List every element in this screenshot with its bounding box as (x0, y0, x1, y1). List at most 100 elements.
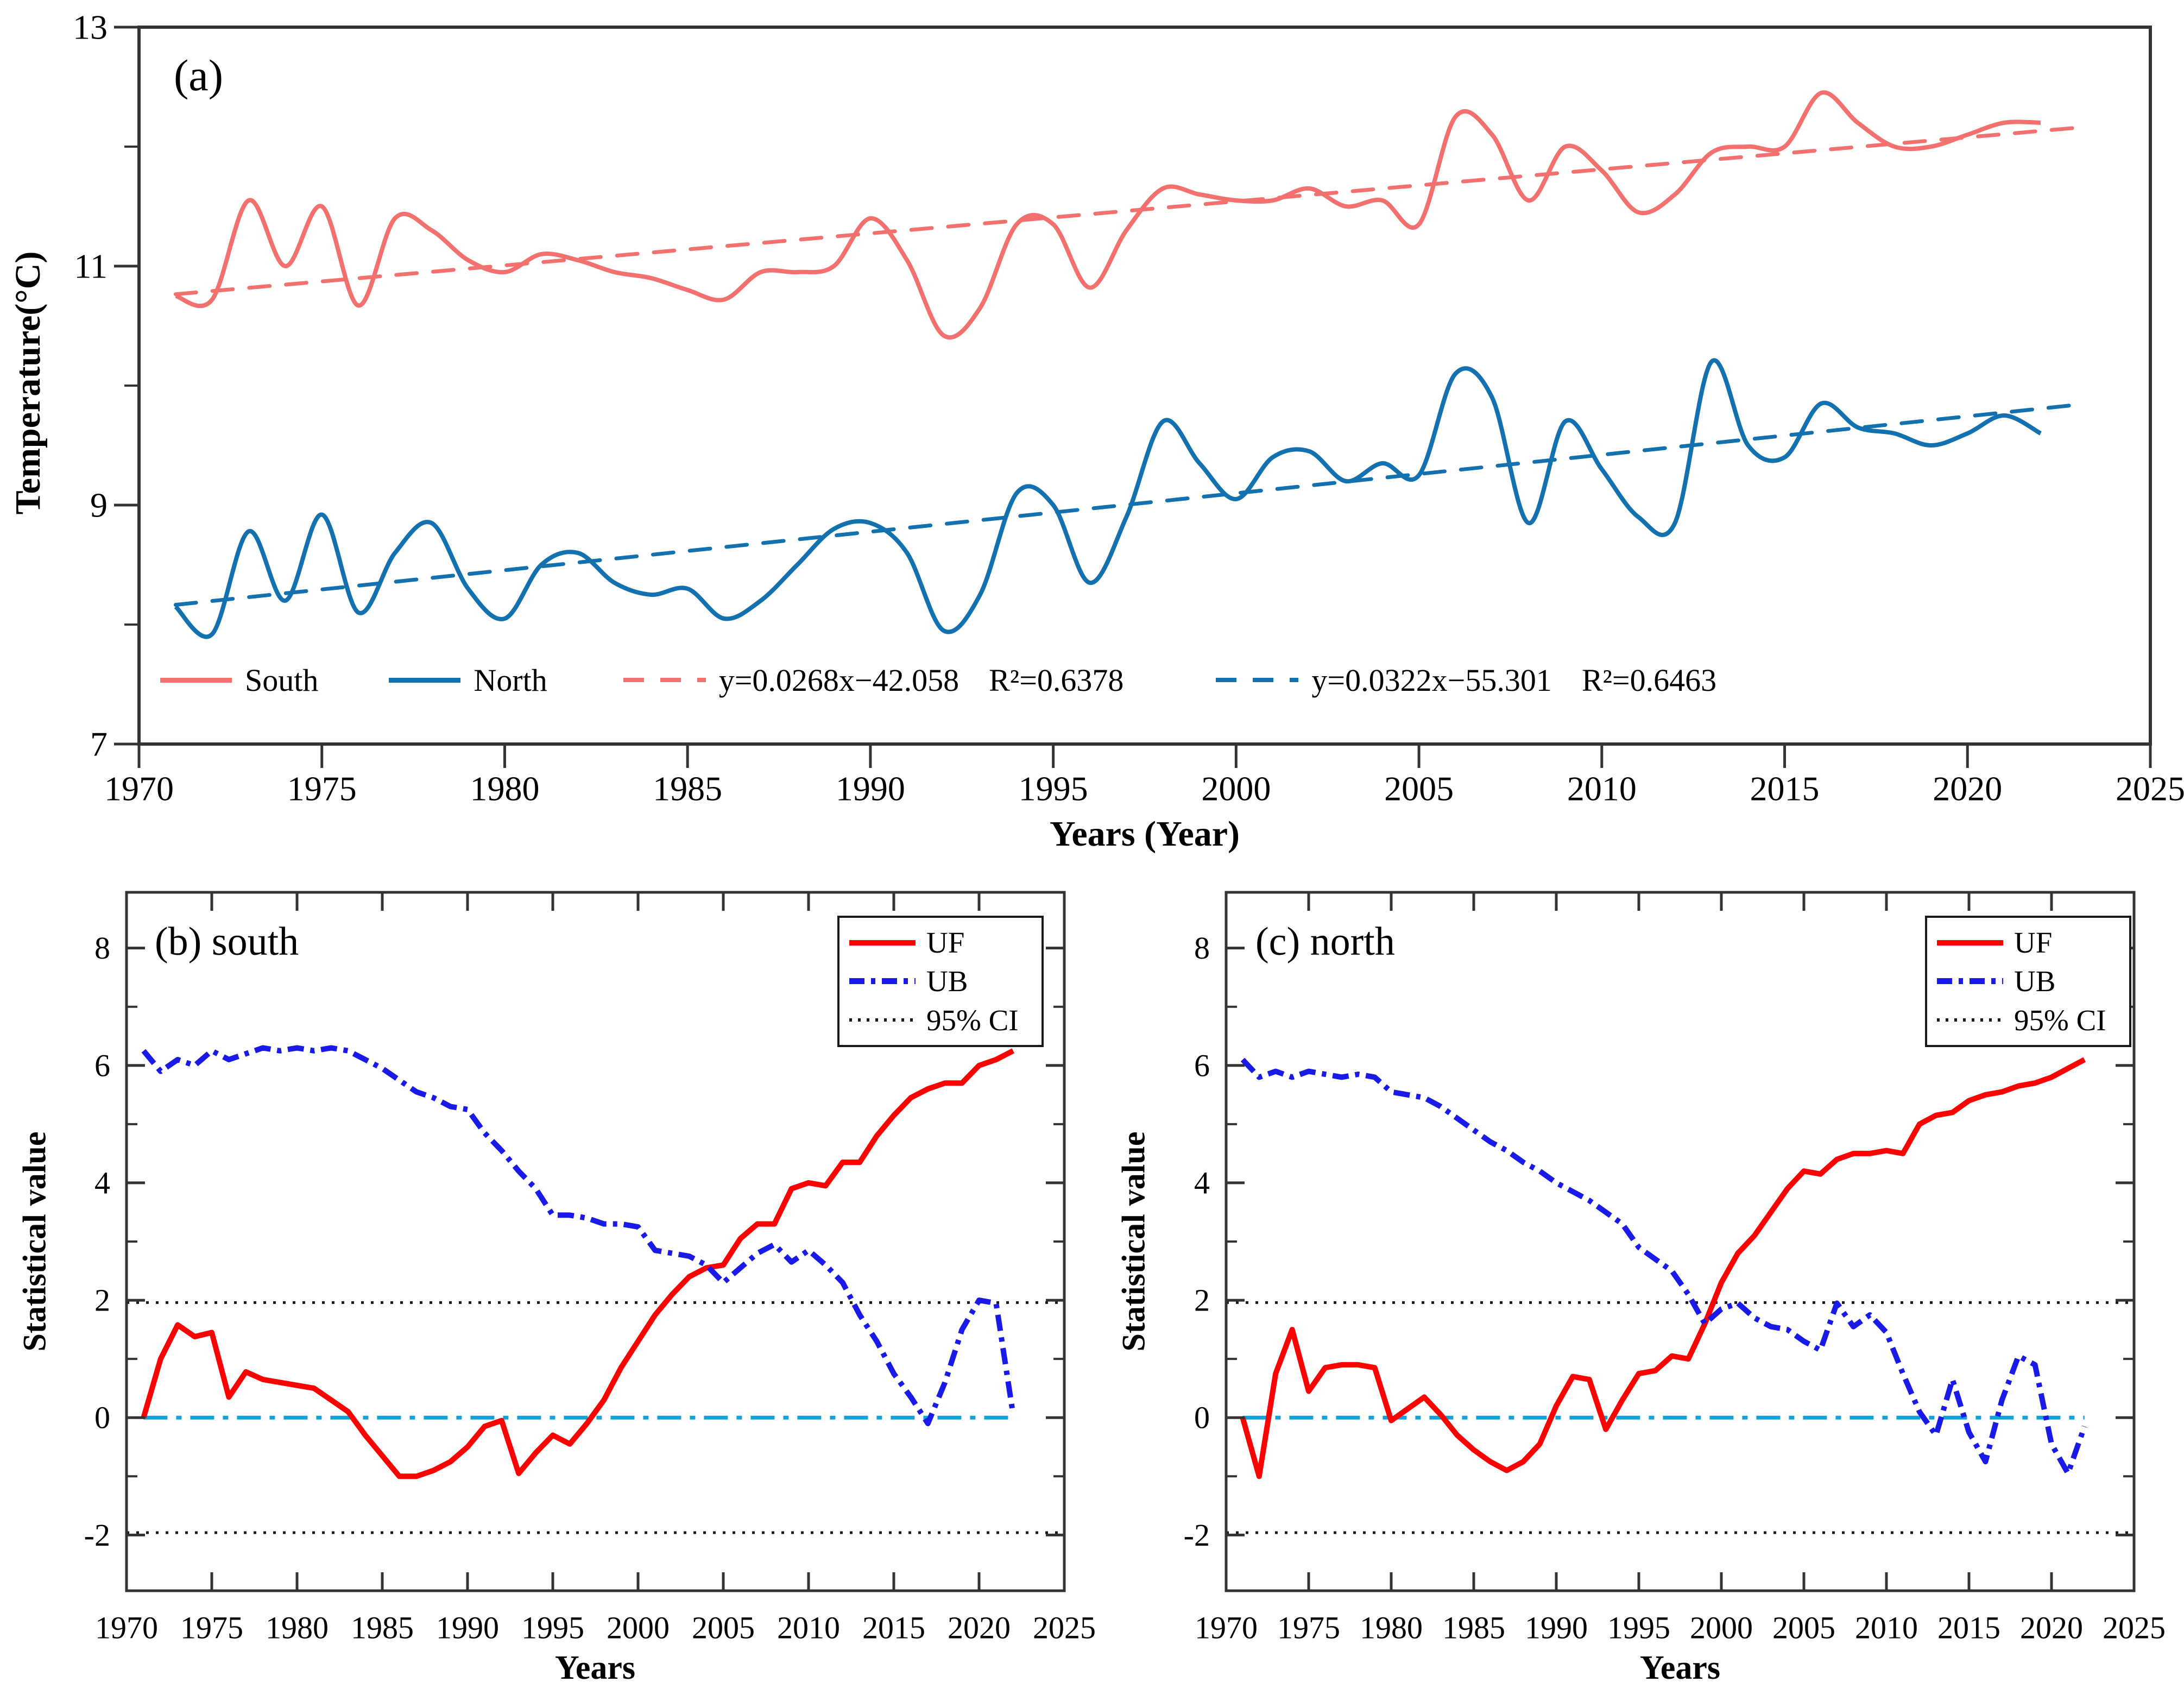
x-tick-label: 1990 (836, 770, 905, 808)
series-path-ub (1240, 1057, 2087, 1476)
y-tick-label: 9 (90, 486, 108, 525)
legend-label-ub: UB (926, 965, 968, 998)
y-tick-label: -2 (84, 1517, 110, 1553)
x-tick-label: 1995 (521, 1610, 584, 1646)
panel-b-label: (b) south (155, 919, 299, 964)
x-tick-label: 2025 (2103, 1610, 2166, 1646)
legend-label-ci: 95% CI (926, 1003, 1019, 1037)
x-tick-label: 2020 (1933, 770, 2002, 808)
x-tick-label: 2010 (1855, 1610, 1918, 1646)
legend-item-trend-north: y=0.0322x−55.301 R²=0.6463 (1216, 662, 1716, 698)
legend-label-ci: 95% CI (2014, 1003, 2106, 1037)
ub-line-swatch (1937, 978, 2003, 985)
trend-line-0 (173, 125, 2079, 297)
trend-line-1 (173, 402, 2079, 607)
panel-c-legend: UF UB 95% CI (1925, 916, 2131, 1047)
ci-line-swatch (849, 1018, 916, 1022)
x-tick-label: 2020 (2020, 1610, 2083, 1646)
y-tick-label: -2 (1184, 1517, 1210, 1553)
x-tick-label: 1990 (1525, 1610, 1588, 1646)
legend-item-trend-south: y=0.0268x−42.058 R²=0.6378 (623, 662, 1124, 698)
y-tick-label: 6 (1194, 1048, 1210, 1083)
panel-b-y-axis-title: Statistical value (16, 1131, 53, 1352)
panel-a-y-axis-title: Temperature(°C) (8, 251, 48, 515)
x-tick-label: 2005 (692, 1610, 755, 1646)
y-tick-label: 0 (1194, 1400, 1210, 1435)
panel-c-label: (c) north (1255, 919, 1395, 964)
x-tick-label: 2005 (1384, 770, 1454, 808)
panel-a-legend: South North y=0.0268x−42.058 R²=0.6378 y… (160, 655, 1716, 705)
south-trend-equation: y=0.0268x−42.058 (718, 662, 960, 698)
uf-line-swatch (849, 940, 916, 946)
legend-item-south: South (160, 662, 318, 698)
south-trend-r2: R²=0.6378 (989, 662, 1124, 698)
y-tick-label: 2 (1194, 1283, 1210, 1318)
legend-item-north: North (389, 662, 547, 698)
x-tick-label: 2010 (1567, 770, 1637, 808)
legend-label-uf: UF (926, 926, 965, 960)
x-tick-label: 2000 (607, 1610, 670, 1646)
x-tick-label: 1980 (470, 770, 539, 808)
x-tick-label: 1970 (95, 1610, 158, 1646)
north-trend-equation: y=0.0322x−55.301 (1311, 662, 1552, 698)
x-tick-label: 1970 (1195, 1610, 1258, 1646)
x-tick-label: 1985 (351, 1610, 414, 1646)
x-tick-label: 2015 (1750, 770, 1820, 808)
x-tick-label: 2000 (1201, 770, 1271, 808)
series-path-uf (141, 1048, 1015, 1479)
x-tick-label: 2015 (1937, 1610, 2000, 1646)
y-tick-label: 11 (74, 247, 108, 286)
x-tick-label: 1980 (1360, 1610, 1423, 1646)
x-tick-label: 1990 (436, 1610, 499, 1646)
y-tick-label: 2 (94, 1283, 110, 1318)
y-tick-label: 4 (94, 1165, 110, 1200)
panel-a-border (137, 26, 2152, 746)
y-tick-label: 7 (90, 725, 108, 764)
panel-b-x-axis-title: Years (554, 1649, 636, 1686)
series-path-south (175, 90, 2041, 340)
y-tick-label: 4 (1194, 1165, 1210, 1200)
legend-row-ub: UB (1937, 964, 2119, 998)
legend-row-uf: UF (1937, 925, 2119, 960)
legend-row-ci: 95% CI (849, 1003, 1032, 1037)
legend-label-uf: UF (2014, 926, 2053, 960)
legend-label-south: South (245, 662, 319, 698)
x-tick-label: 1995 (1019, 770, 1088, 808)
x-tick-label: 1980 (266, 1610, 329, 1646)
panel-c-y-axis-title: Statistical value (1115, 1131, 1152, 1352)
y-tick-label: 6 (94, 1048, 110, 1083)
x-tick-label: 2000 (1690, 1610, 1753, 1646)
panel-a-label: (a) (174, 51, 224, 100)
ci-line-swatch (1937, 1018, 2003, 1022)
y-tick-label: 8 (1194, 930, 1210, 966)
x-tick-label: 1985 (1442, 1610, 1505, 1646)
x-tick-label: 2015 (862, 1610, 925, 1646)
x-tick-label: 2025 (2116, 770, 2184, 808)
north-line-swatch (389, 677, 461, 683)
north-trend-swatch (1216, 678, 1299, 682)
south-line-swatch (160, 677, 232, 683)
y-tick-label: 13 (73, 8, 108, 47)
legend-label-north: North (474, 662, 547, 698)
x-tick-label: 1970 (104, 770, 174, 808)
legend-row-ci: 95% CI (1937, 1003, 2119, 1037)
x-tick-label: 1985 (653, 770, 722, 808)
x-tick-label: 2025 (1033, 1610, 1096, 1646)
x-tick-label: 2010 (777, 1610, 840, 1646)
x-tick-label: 1975 (1277, 1610, 1340, 1646)
panel-b-legend: UF UB 95% CI (837, 916, 1044, 1047)
y-tick-label: 8 (94, 930, 110, 966)
ub-line-swatch (849, 978, 916, 985)
x-tick-label: 1975 (180, 1610, 243, 1646)
uf-line-swatch (1937, 940, 2003, 946)
x-tick-label: 2005 (1772, 1610, 1835, 1646)
series-path-north (174, 358, 2042, 639)
panel-c-x-axis-title: Years (1639, 1649, 1721, 1686)
x-tick-label: 1995 (1607, 1610, 1670, 1646)
north-trend-r2: R²=0.6463 (1581, 662, 1717, 698)
series-path-uf (1240, 1057, 2086, 1479)
panel-a-x-axis-title: Years (Year) (1049, 814, 1240, 854)
legend-label-ub: UB (2014, 965, 2056, 998)
